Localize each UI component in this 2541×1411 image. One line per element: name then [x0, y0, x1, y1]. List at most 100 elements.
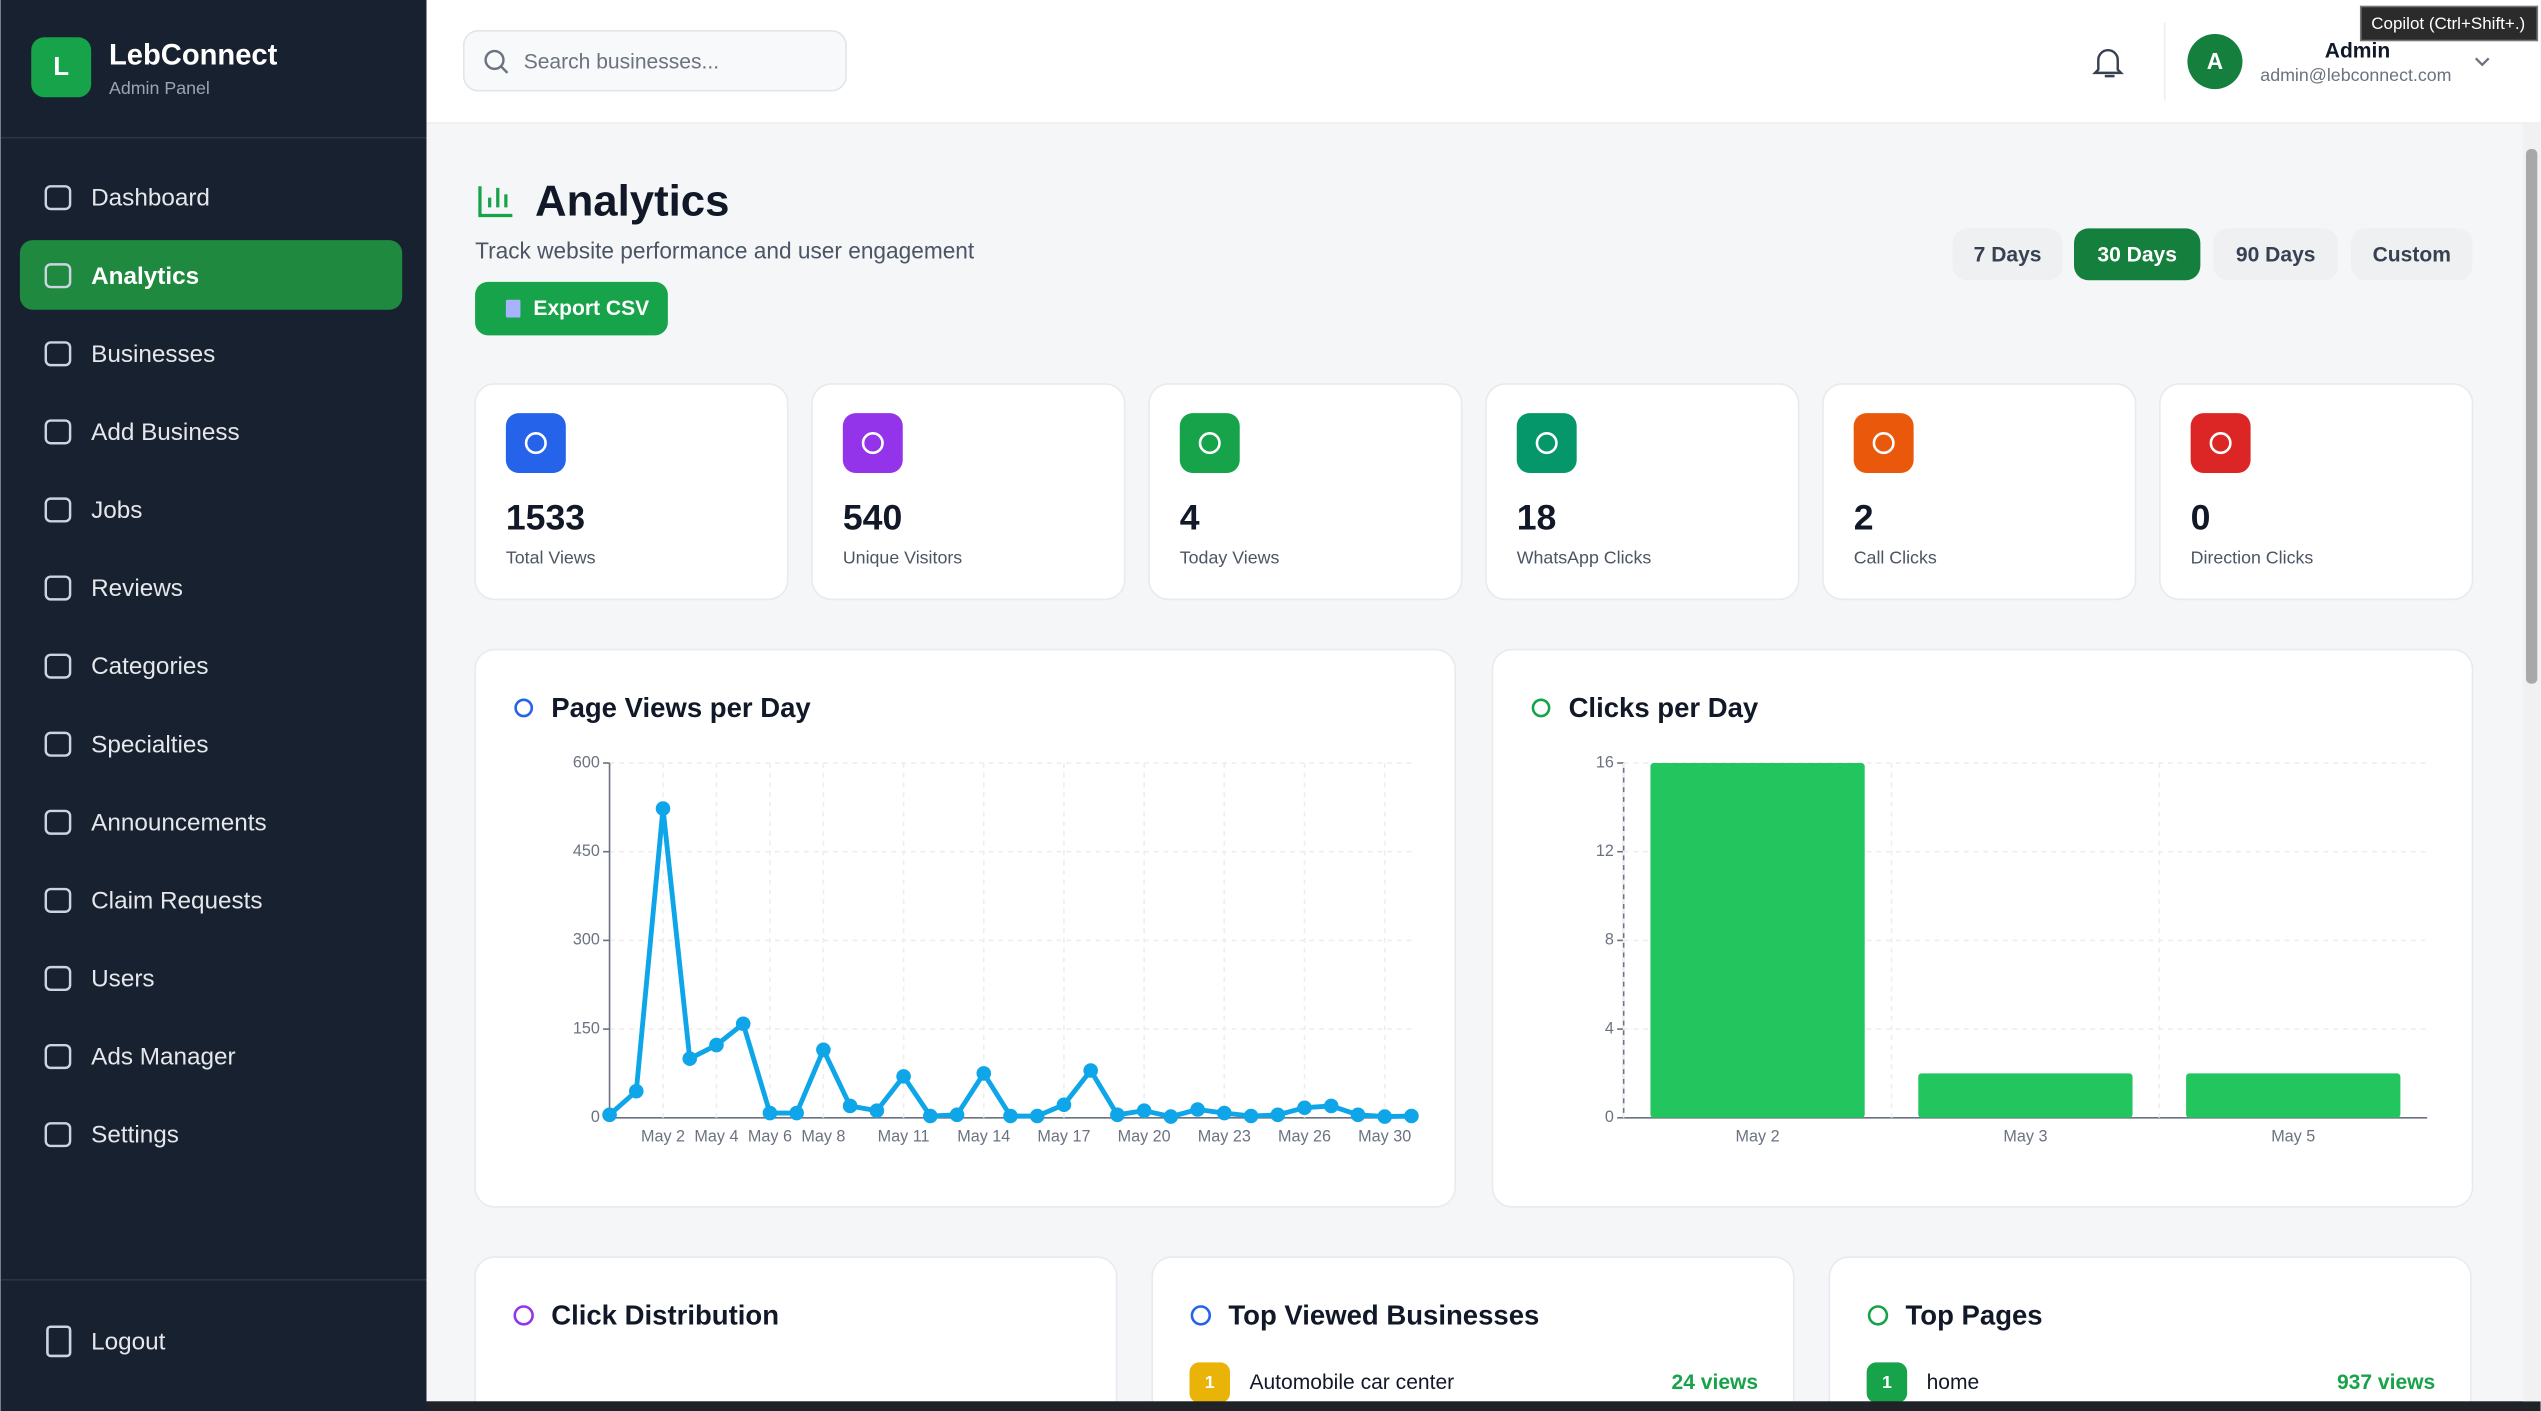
chart-title: Clicks per Day: [1569, 692, 1759, 723]
chart-icon: [514, 698, 534, 718]
point: [1029, 1108, 1045, 1124]
nav-item[interactable]: Reviews: [91, 575, 183, 602]
stat-label: WhatsApp Clicks: [1517, 548, 1652, 568]
nav-icon: [44, 653, 72, 679]
rank-badge: [1189, 1362, 1231, 1403]
stat-label: Call Clicks: [1854, 548, 1937, 568]
range-button[interactable]: [2351, 228, 2473, 281]
search-icon: [484, 49, 505, 71]
nav-icon: [44, 263, 72, 289]
point: [1297, 1100, 1312, 1116]
nav-icon: [44, 809, 72, 835]
nav-icon: [44, 731, 72, 757]
logo: [31, 37, 92, 98]
nav-item[interactable]: Specialties: [91, 731, 208, 758]
x-tick-label: May 2: [641, 1128, 685, 1146]
nav-icon: [44, 497, 72, 523]
y-tick-label: 450: [573, 842, 600, 860]
y-tick-label: 150: [573, 1019, 600, 1037]
y-tick-label: 600: [573, 753, 600, 771]
avatar[interactable]: [2187, 34, 2243, 90]
x-tick-label: May 20: [1118, 1128, 1171, 1146]
stat-value: 2: [1854, 497, 1874, 537]
nav-item[interactable]: Analytics: [91, 263, 199, 290]
point: [1404, 1108, 1419, 1124]
range-label: 7 Days: [1974, 244, 2042, 267]
logout[interactable]: Logout: [91, 1328, 166, 1355]
nav-item[interactable]: Announcements: [91, 809, 266, 836]
point: [1190, 1102, 1205, 1117]
point: [923, 1108, 938, 1124]
stat-icon: [842, 413, 903, 474]
panel-card: [1828, 1256, 2472, 1411]
panel-title: Top Viewed Businesses: [1228, 1299, 1539, 1330]
x-tick-label: May 8: [801, 1128, 845, 1146]
range-buttons: 7 Days 30 Days 90 Days Custom: [1952, 228, 2473, 281]
nav-item[interactable]: Add Business: [91, 419, 239, 446]
x-tick-label: May 17: [1037, 1128, 1090, 1146]
stat-value: 1533: [506, 497, 585, 537]
nav-active: [19, 240, 403, 310]
nav-item[interactable]: Settings: [91, 1122, 179, 1149]
panel-card: [474, 1256, 1118, 1411]
bar: [2186, 1073, 2401, 1118]
chart-icon: [1531, 698, 1551, 718]
point: [1003, 1108, 1018, 1124]
point: [1243, 1108, 1259, 1124]
stat-label: Unique Visitors: [843, 548, 962, 568]
point: [1136, 1103, 1152, 1118]
rank: 1: [1882, 1372, 1892, 1392]
nav-item[interactable]: Claim Requests: [91, 887, 262, 914]
x-tick-label: May 26: [1278, 1128, 1331, 1146]
point: [869, 1103, 885, 1118]
user-email: admin@lebconnect.com: [2260, 65, 2451, 85]
export-button[interactable]: [475, 281, 668, 336]
stat-label: Total Views: [506, 548, 596, 568]
panel-card: [1151, 1256, 1795, 1411]
row-name: Automobile car center: [1249, 1371, 1454, 1394]
user-name: Admin: [2325, 39, 2390, 62]
point: [709, 1037, 724, 1053]
nav-item[interactable]: Dashboard: [91, 185, 210, 212]
stat-icon: [2190, 413, 2251, 474]
nav-icon: [44, 575, 72, 601]
nav-item[interactable]: Jobs: [91, 497, 142, 524]
range-label: 90 Days: [2236, 244, 2316, 267]
nav-item[interactable]: Categories: [91, 653, 208, 680]
nav-item[interactable]: Businesses: [91, 341, 215, 368]
panels: Click Distribution Top Viewed Businesses 1…: [474, 1256, 2472, 1411]
x-tick-label: May 2: [1736, 1128, 1780, 1146]
point: [896, 1069, 911, 1084]
x-tick-label: May 5: [2271, 1128, 2315, 1146]
stat-value: 4: [1180, 497, 1200, 537]
chart-card: [1491, 648, 2474, 1208]
export-icon: [505, 299, 521, 318]
scrollbar-thumb[interactable]: [2525, 149, 2538, 684]
bell[interactable]: [2092, 49, 2124, 78]
stat-icon-glyph: [524, 432, 547, 455]
y-tick-label: 12: [1596, 842, 1614, 860]
page-subtitle: Track website performance and user engag…: [475, 238, 975, 264]
search-box[interactable]: [462, 29, 847, 92]
stat-icon-glyph: [1535, 432, 1558, 455]
point: [735, 1016, 751, 1032]
stat-label: Direction Clicks: [2191, 548, 2314, 568]
stat-value: 18: [1517, 497, 1557, 537]
point: [628, 1083, 644, 1099]
x-tick-label: May 4: [694, 1128, 738, 1146]
nav-item[interactable]: Ads Manager: [91, 1044, 235, 1071]
range-button[interactable]: [2074, 228, 2201, 281]
range-button[interactable]: [2213, 228, 2339, 281]
range-button[interactable]: [1952, 228, 2063, 281]
chevron[interactable]: [2474, 57, 2490, 67]
nav-icon: [44, 1122, 72, 1148]
point: [1217, 1105, 1232, 1121]
y-tick-label: 0: [591, 1108, 600, 1126]
search-placeholder: Search businesses...: [524, 51, 719, 74]
stat-value: 540: [843, 497, 902, 537]
nav-icon: [44, 965, 72, 992]
nav-item[interactable]: Users: [91, 966, 154, 993]
chart-card: [474, 648, 1456, 1208]
